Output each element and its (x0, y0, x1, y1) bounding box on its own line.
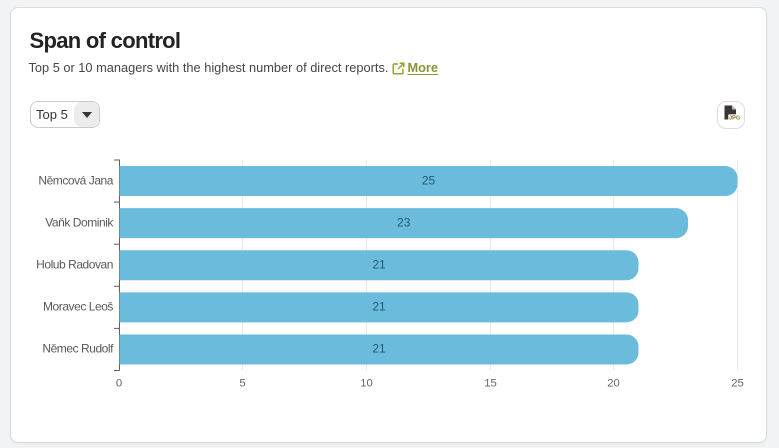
svg-text:20: 20 (607, 378, 620, 390)
svg-text:Němec Rudolf: Němec Rudolf (42, 342, 114, 356)
svg-text:Holub Radovan: Holub Radovan (36, 258, 113, 272)
svg-text:21: 21 (372, 342, 386, 356)
svg-text:10: 10 (360, 378, 373, 390)
svg-text:Moravec Leoš: Moravec Leoš (43, 300, 113, 314)
svg-text:23: 23 (397, 215, 411, 229)
svg-text:Němcová Jana: Němcová Jana (38, 173, 113, 187)
svg-text:Vaňk Dominik: Vaňk Dominik (45, 215, 114, 229)
svg-text:21: 21 (372, 258, 386, 272)
svg-text:JPG: JPG (729, 116, 740, 122)
svg-text:25: 25 (422, 173, 436, 187)
svg-text:25: 25 (731, 378, 744, 390)
svg-text:15: 15 (484, 378, 497, 390)
svg-text:21: 21 (372, 300, 386, 314)
svg-text:5: 5 (239, 378, 245, 390)
svg-text:0: 0 (116, 378, 122, 390)
